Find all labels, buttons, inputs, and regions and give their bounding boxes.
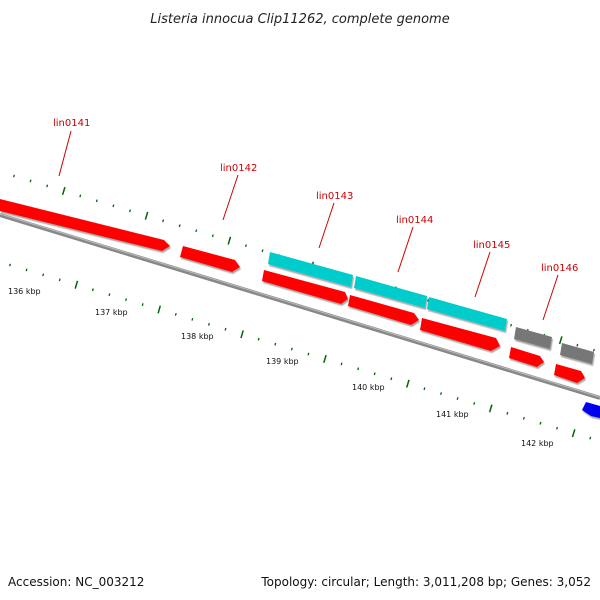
scale-label-142: 142 kbp <box>521 439 554 448</box>
gene-lin0141[interactable] <box>0 199 170 251</box>
minor-tick <box>473 402 476 405</box>
leader-lin0144 <box>397 226 414 273</box>
minor-tick <box>224 327 227 331</box>
gene-grey-2[interactable] <box>560 343 594 364</box>
accession-text: Accession: NC_003212 <box>8 575 144 589</box>
gene-cyan-2[interactable] <box>354 276 427 308</box>
gene-label-lin0142[interactable]: lin0142 <box>220 163 257 174</box>
genome-backbone-highlight <box>0 213 600 398</box>
minor-tick <box>211 234 214 238</box>
minor-tick <box>261 249 264 253</box>
gene-label-lin0143[interactable]: lin0143 <box>316 191 353 202</box>
major-tick <box>240 330 244 339</box>
minor-tick <box>42 273 45 277</box>
major-tick <box>157 305 162 314</box>
leader-lin0146 <box>542 274 559 321</box>
minor-tick <box>373 372 376 376</box>
genome-summary-text: Topology: circular; Length: 3,011,208 bp… <box>260 575 591 589</box>
minor-tick <box>12 174 16 178</box>
leader-lin0145 <box>474 251 491 298</box>
minor-tick <box>456 397 459 400</box>
minor-tick <box>178 224 181 228</box>
minor-tick <box>207 322 210 326</box>
minor-tick <box>125 298 128 302</box>
major-tick <box>74 280 79 289</box>
minor-tick <box>257 337 260 341</box>
major-tick <box>144 211 149 220</box>
page-title: Listeria innocua Clip11262, complete gen… <box>150 12 449 27</box>
leader-lin0142 <box>222 174 239 221</box>
minor-tick <box>128 209 132 213</box>
scale-label-138: 138 kbp <box>181 332 214 341</box>
major-tick <box>61 186 66 196</box>
minor-tick <box>244 244 247 248</box>
gene-label-lin0145[interactable]: lin0145 <box>473 240 510 251</box>
minor-tick <box>340 362 343 366</box>
leader-lin0141 <box>58 130 72 177</box>
gene-label-lin0144[interactable]: lin0144 <box>396 215 433 226</box>
minor-tick <box>589 436 592 440</box>
gene-leader-lines <box>58 130 559 321</box>
minor-tick <box>423 387 426 391</box>
minor-tick <box>290 347 293 351</box>
scale-label-141: 141 kbp <box>436 410 469 419</box>
minor-tick <box>141 303 144 306</box>
scale-label-140: 140 kbp <box>352 383 385 392</box>
minor-tick <box>274 342 277 346</box>
minor-tick <box>8 263 12 267</box>
minor-tick <box>510 323 513 327</box>
minor-tick <box>25 268 28 272</box>
major-tick <box>571 429 576 438</box>
gene-lin0142[interactable] <box>180 246 240 272</box>
gene-label-lin0146[interactable]: lin0146 <box>541 263 578 274</box>
minor-tick <box>29 179 32 183</box>
minor-tick <box>195 229 198 233</box>
minor-tick <box>307 352 310 356</box>
minor-tick <box>390 377 393 381</box>
minor-tick <box>539 421 542 425</box>
minor-tick <box>522 416 525 420</box>
minor-tick <box>112 204 115 208</box>
major-tick <box>227 236 232 245</box>
minor-tick <box>576 343 579 347</box>
major-tick <box>323 354 327 364</box>
leader-lin0143 <box>318 202 335 249</box>
minor-tick <box>191 318 194 321</box>
major-tick <box>405 379 410 388</box>
minor-tick <box>357 367 360 371</box>
gene-lin0144[interactable] <box>348 295 419 325</box>
major-tick <box>488 404 493 413</box>
inner-tick-arc <box>8 263 592 440</box>
minor-tick <box>46 184 49 188</box>
gene-lin0145[interactable] <box>420 318 500 351</box>
gene-lin0147[interactable] <box>554 364 585 383</box>
gene-cyan-3[interactable] <box>427 297 507 331</box>
minor-tick <box>79 194 82 198</box>
major-tick <box>558 336 563 345</box>
minor-tick <box>592 348 595 352</box>
genome-backbone <box>0 213 600 400</box>
gene-grey-1[interactable] <box>514 327 552 349</box>
gene-features <box>0 199 600 418</box>
minor-tick <box>162 219 165 223</box>
minor-tick <box>95 199 98 203</box>
scale-label-139: 139 kbp <box>266 357 299 366</box>
minor-tick <box>108 293 111 297</box>
gene-blue[interactable] <box>582 402 600 418</box>
gene-lin0143[interactable] <box>262 270 348 304</box>
scale-label-137: 137 kbp <box>95 308 128 317</box>
gene-label-lin0141[interactable]: lin0141 <box>53 118 90 129</box>
gene-cyan-1[interactable] <box>268 252 353 287</box>
minor-tick <box>556 426 559 430</box>
minor-tick <box>427 299 430 302</box>
minor-tick <box>58 278 61 282</box>
minor-tick <box>91 288 94 292</box>
minor-tick <box>174 313 177 316</box>
minor-tick <box>506 411 509 415</box>
gene-lin0146[interactable] <box>509 347 544 367</box>
minor-tick <box>440 392 443 395</box>
scale-label-136: 136 kbp <box>8 287 41 296</box>
